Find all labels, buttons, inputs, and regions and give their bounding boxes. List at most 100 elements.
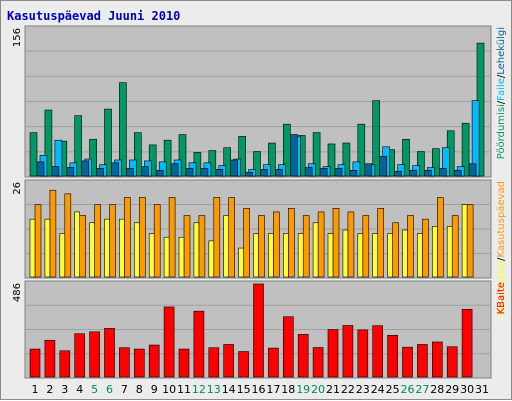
bar-middle-Kasutuspäevad-29	[451, 215, 459, 278]
bar-bottom-KBaite-20	[312, 347, 324, 378]
bar-middle-Kasutuspäevad-30	[466, 204, 474, 278]
legend-item: /	[496, 257, 507, 261]
bar-bottom-KBaite-17	[268, 347, 279, 378]
x-tick-label: 1	[32, 383, 39, 396]
bar-top-Lehekülgi-4	[81, 160, 89, 177]
bar-bottom-KBaite-9	[148, 344, 160, 378]
bar-top-Lehekülgi-20	[319, 168, 328, 177]
x-tick-label: 14	[222, 383, 236, 396]
bar-middle-Kasutuspäevad-28	[436, 197, 444, 278]
bar-bottom-KBaite-4	[74, 333, 85, 378]
bar-bottom-KBaite-7	[119, 347, 130, 378]
bar-top-Pöördumisi-21	[327, 143, 336, 177]
bar-top-Pöördumisi-17	[268, 142, 276, 177]
bar-middle-Kasutuspäevad-8	[139, 197, 146, 278]
bar-middle-Kasutuspäevad-6	[109, 204, 116, 278]
bar-middle-Kasutuspäevad-2	[49, 189, 57, 278]
bar-top-Pöördumisi-20	[312, 132, 321, 177]
bar-middle-Külastajaid-17	[268, 233, 274, 278]
legend-item: Kasutuspäevad	[496, 181, 507, 258]
bar-middle-Külastajaid-16	[253, 233, 259, 278]
bar-middle-Kasutuspäevad-20	[317, 211, 325, 278]
bar-top-Lehekülgi-26	[409, 170, 417, 177]
bar-bottom-KBaite-30	[461, 308, 473, 378]
bar-top-Pöördumisi-11	[178, 134, 187, 177]
bar-bottom-KBaite-18	[282, 316, 294, 378]
bar-top-Lehekülgi-13	[215, 169, 224, 177]
bar-top-Pöördumisi-2	[44, 109, 53, 177]
bar-middle-Külastajaid-27	[417, 233, 423, 278]
x-tick-label: 16	[252, 383, 266, 396]
x-tick-label: 28	[430, 383, 444, 396]
chart-title: Kasutuspäevad Juuni 2010	[7, 9, 180, 23]
bar-bottom-KBaite-3	[59, 350, 71, 378]
bar-middle-Kasutuspäevad-25	[392, 222, 399, 278]
bar-middle-Kasutuspäevad-7	[124, 197, 131, 278]
bar-top-Pöördumisi-6	[104, 108, 112, 177]
bar-top-Lehekülgi-1	[36, 161, 45, 177]
x-tick-label: 15	[237, 383, 251, 396]
legend-item: /	[496, 74, 507, 78]
bar-bottom-KBaite-12	[193, 310, 205, 378]
bar-middle-Külastajaid-15	[238, 247, 244, 278]
bar-top-Pöördumisi-10	[163, 139, 172, 177]
bar-middle-Kasutuspäevad-14	[228, 197, 235, 278]
bar-top-Pöördumisi-28	[431, 148, 440, 177]
x-tick-label: 11	[177, 383, 191, 396]
bar-top-Lehekülgi-15	[245, 171, 253, 177]
bar-middle-Külastajaid-23	[357, 233, 364, 278]
bar-bottom-KBaite-6	[104, 328, 115, 378]
legend-item: Lehekülgi	[496, 27, 507, 75]
bar-top-Pöördumisi-1	[29, 132, 38, 177]
bar-top-Pöördumisi-26	[402, 138, 410, 177]
x-tick-label: 18	[281, 383, 295, 396]
bar-top-Lehekülgi-7	[126, 168, 134, 177]
bar-middle-Külastajaid-26	[402, 229, 408, 278]
x-tick-label: 27	[415, 383, 429, 396]
bar-middle-Külastajaid-9	[148, 233, 155, 278]
bar-top-Lehekülgi-25	[394, 170, 402, 177]
x-tick-label: 24	[371, 383, 385, 396]
bar-bottom-KBaite-26	[402, 346, 413, 378]
bar-middle-Külastajaid-12	[193, 222, 200, 278]
legend-item: /	[496, 100, 507, 104]
x-tick-label: 8	[136, 383, 143, 396]
bar-bottom-KBaite-8	[134, 348, 145, 378]
bar-top-Pöördumisi-8	[134, 132, 142, 177]
bar-bottom-KBaite-11	[178, 348, 190, 378]
bar-middle-Külastajaid-30	[461, 204, 468, 278]
bar-middle-Külastajaid-28	[431, 226, 438, 278]
x-tick-label: 17	[266, 383, 280, 396]
bar-middle-Külastajaid-19	[297, 233, 304, 278]
bar-bottom-KBaite-21	[327, 329, 339, 378]
bar-top-Pöördumisi-5	[89, 138, 97, 177]
bar-top-Pöördumisi-24	[372, 100, 381, 177]
bar-middle-Külastajaid-8	[134, 222, 140, 278]
bar-top-Lehekülgi-28	[438, 168, 447, 177]
bar-bottom-KBaite-27	[417, 344, 428, 378]
bar-middle-Külastajaid-7	[119, 218, 125, 278]
x-tick-label: 30	[460, 383, 474, 396]
ymax-label-top: 156	[12, 28, 23, 47]
bar-top-Pöördumisi-15	[238, 136, 246, 177]
bar-top-Lehekülgi-3	[66, 167, 75, 177]
bar-top-Lehekülgi-21	[334, 168, 343, 177]
bar-middle-Külastajaid-18	[282, 233, 289, 278]
bar-middle-Kasutuspäevad-27	[422, 218, 429, 278]
x-tick-label: 31	[475, 383, 489, 396]
bar-middle-Kasutuspäevad-24	[377, 208, 385, 278]
bar-top-Lehekülgi-18	[289, 134, 298, 177]
bar-middle-Kasutuspäevad-26	[407, 215, 414, 278]
bar-bottom-KBaite-25	[387, 334, 398, 378]
bar-middle-Külastajaid-14	[223, 215, 229, 278]
legend-item: KBaite	[496, 282, 507, 314]
bar-middle-Kasutuspäevad-17	[273, 211, 280, 278]
bar-top-Pöördumisi-9	[148, 144, 157, 177]
x-tick-label: 2	[46, 383, 53, 396]
bar-middle-Külastajaid-3	[59, 233, 66, 278]
bar-middle-Kasutuspäevad-11	[183, 215, 191, 278]
x-tick-label: 10	[162, 383, 176, 396]
bar-top-Lehekülgi-5	[96, 168, 104, 177]
x-tick-label: 22	[341, 383, 355, 396]
